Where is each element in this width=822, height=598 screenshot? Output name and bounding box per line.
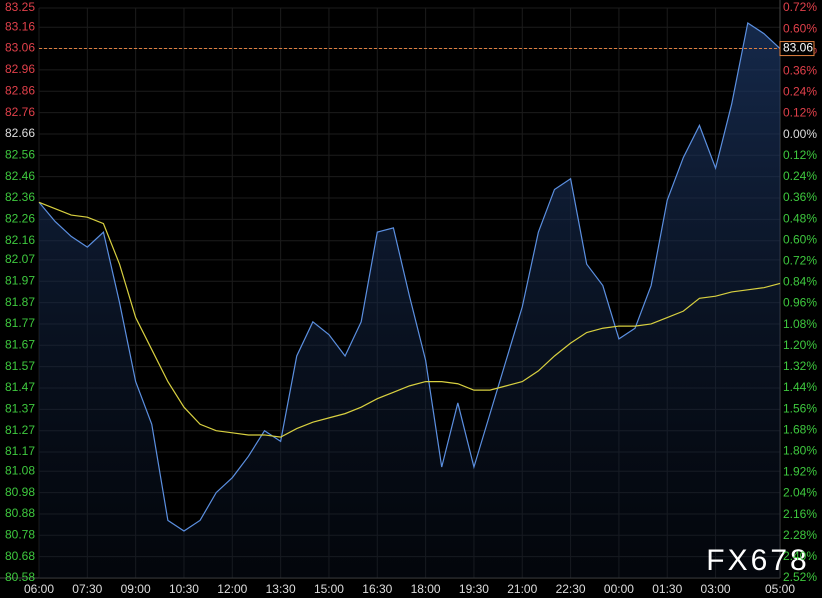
x-tick-label: 21:00 [507, 582, 537, 596]
y-tick-label: 82.76 [5, 105, 35, 119]
y-tick-label: 81.87 [5, 295, 35, 309]
y2-tick-label: 2.40% [783, 549, 817, 563]
y-tick-label: 81.57 [5, 359, 35, 373]
y2-tick-label: 2.04% [783, 486, 817, 500]
y-tick-label: 81.08 [5, 463, 35, 477]
x-tick-label: 19:30 [459, 582, 489, 596]
x-tick-label: 06:00 [24, 582, 54, 596]
y2-tick-label: 1.68% [783, 422, 817, 436]
price-line [38, 21, 781, 532]
x-tick-label: 15:00 [314, 582, 344, 596]
x-tick-label: 01:30 [652, 582, 682, 596]
y2-tick-label: 0.60% [783, 232, 817, 246]
x-tick-label: 12:00 [217, 582, 247, 596]
x-tick-label: 13:30 [266, 582, 296, 596]
y2-tick-label: 1.92% [783, 465, 817, 479]
y-tick-label: 82.66 [5, 126, 35, 140]
y2-tick-label: 1.08% [783, 317, 817, 331]
y2-tick-label: 2.16% [783, 507, 817, 521]
y2-tick-label: 1.56% [783, 401, 817, 415]
y2-tick-label: 1.44% [783, 380, 817, 394]
x-tick-label: 07:30 [72, 582, 102, 596]
current-price-label: 83.06 [783, 41, 813, 55]
y2-tick-label: 0.36% [783, 190, 817, 204]
y-tick-label: 81.47 [5, 380, 35, 394]
y-tick-label: 82.26 [5, 212, 35, 226]
y-tick-label: 83.16 [5, 19, 35, 33]
y2-tick-label: 2.28% [783, 528, 817, 542]
y-tick-label: 81.37 [5, 402, 35, 416]
price-area [39, 22, 780, 578]
y2-tick-label: 1.32% [783, 359, 817, 373]
y2-tick-label: 1.80% [783, 444, 817, 458]
x-tick-label: 22:30 [556, 582, 586, 596]
y2-tick-label: 0.84% [783, 275, 817, 289]
y-tick-label: 83.06 [5, 41, 35, 55]
y2-tick-label: 0.12% [783, 148, 817, 162]
x-tick-label: 05:00 [765, 582, 795, 596]
y-tick-label: 82.07 [5, 252, 35, 266]
y2-tick-label: 0.72% [783, 0, 817, 14]
x-tick-label: 00:00 [604, 582, 634, 596]
y-tick-label: 80.98 [5, 485, 35, 499]
y-tick-label: 80.88 [5, 506, 35, 520]
x-tick-label: 09:00 [121, 582, 151, 596]
y2-tick-label: 0.36% [783, 64, 817, 78]
x-tick-label: 18:00 [411, 582, 441, 596]
y2-tick-label: 0.60% [783, 21, 817, 35]
y2-tick-label: 2.52% [783, 570, 817, 584]
average-line [38, 201, 781, 438]
x-tick-label: 16:30 [362, 582, 392, 596]
y-tick-label: 81.97 [5, 273, 35, 287]
y-tick-label: 82.46 [5, 169, 35, 183]
y-tick-label: 82.16 [5, 233, 35, 247]
y2-tick-label: 0.96% [783, 296, 817, 310]
y-tick-label: 81.77 [5, 316, 35, 330]
y-tick-label: 80.68 [5, 549, 35, 563]
x-tick-label: 03:00 [701, 582, 731, 596]
y-tick-label: 83.25 [5, 0, 35, 14]
y-tick-label: 80.58 [5, 570, 35, 584]
x-tick-label: 10:30 [169, 582, 199, 596]
current-price-box [779, 41, 815, 57]
y2-tick-label: 0.24% [783, 85, 817, 99]
y2-tick-label: 0.24% [783, 169, 817, 183]
y-tick-label: 82.36 [5, 190, 35, 204]
y2-tick-label: 0.00% [783, 127, 817, 141]
watermark: FX678 [706, 544, 809, 577]
y2-tick-label: 0.12% [783, 106, 817, 120]
y-tick-label: 81.17 [5, 444, 35, 458]
y2-tick-label: 0.72% [783, 254, 817, 268]
y-tick-label: 82.56 [5, 147, 35, 161]
y-tick-label: 81.27 [5, 423, 35, 437]
y-tick-label: 82.96 [5, 62, 35, 76]
y2-tick-label: 1.20% [783, 338, 817, 352]
y2-tick-label: 0.48% [783, 211, 817, 225]
y-tick-label: 81.67 [5, 337, 35, 351]
y-tick-label: 82.86 [5, 83, 35, 97]
y-tick-label: 80.78 [5, 527, 35, 541]
